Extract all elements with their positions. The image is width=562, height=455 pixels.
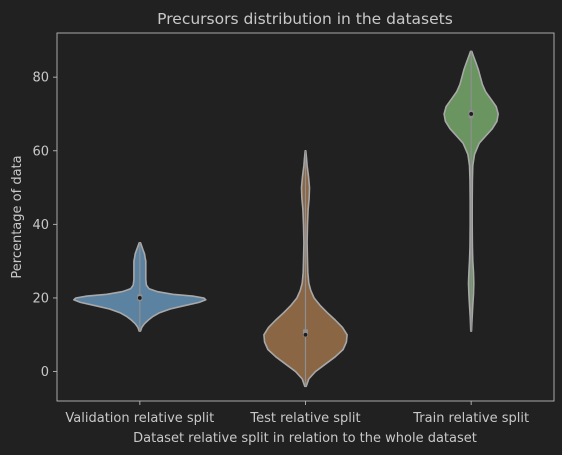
x-tick-label-2: Train relative split [412,411,529,426]
x-tick-label-1: Test relative split [249,411,360,426]
y-tick-label-20: 20 [32,291,49,306]
y-axis-label: Percentage of data [10,155,25,278]
violin-median-1 [303,332,308,337]
violin-median-0 [137,296,142,300]
violin-median-2 [469,112,474,116]
y-tick-label-60: 60 [32,144,49,159]
y-tick-label-40: 40 [32,218,49,233]
x-axis-label: Dataset relative split in relation to th… [133,431,477,446]
violins-layer [73,50,499,388]
y-tick-label-80: 80 [32,71,49,86]
y-tick-label-0: 0 [41,365,49,380]
y-axis: 0 20 40 60 80 [32,71,57,380]
x-tick-label-0: Validation relative split [65,411,214,426]
chart-title: Precursors distribution in the datasets [157,10,453,28]
x-axis: Validation relative split Test relative s… [65,401,529,426]
